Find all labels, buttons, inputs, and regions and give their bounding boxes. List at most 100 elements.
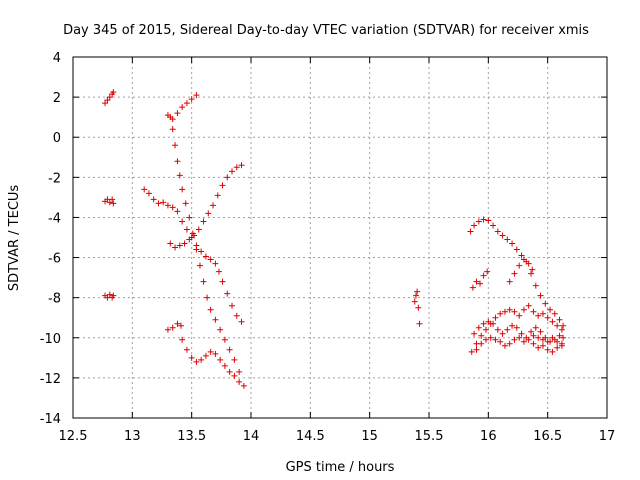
series-arc16 — [473, 334, 565, 355]
data-point — [212, 260, 219, 267]
data-point — [212, 316, 219, 323]
data-point — [556, 332, 563, 339]
data-point — [542, 300, 549, 307]
data-point — [535, 334, 542, 341]
data-point — [537, 292, 544, 299]
data-point — [179, 104, 186, 111]
data-point — [226, 346, 233, 353]
data-point — [193, 242, 200, 249]
data-point — [183, 346, 190, 353]
x-tick-label: 13.5 — [177, 429, 206, 444]
data-point — [236, 378, 243, 385]
data-point — [475, 218, 482, 225]
data-point — [141, 186, 148, 193]
data-point — [188, 354, 195, 361]
data-point — [485, 318, 492, 325]
data-point — [475, 324, 482, 331]
x-tick-label: 14 — [243, 429, 260, 444]
data-point — [205, 210, 212, 217]
y-tick-label: -6 — [48, 252, 61, 267]
data-point — [478, 340, 485, 347]
data-point — [186, 214, 193, 221]
data-point — [229, 302, 236, 309]
x-tick-label: 16 — [480, 429, 497, 444]
data-point — [528, 270, 535, 277]
data-point — [411, 298, 418, 305]
data-point — [529, 266, 536, 273]
data-point — [494, 326, 501, 333]
data-point — [164, 202, 171, 209]
data-point — [110, 89, 117, 96]
data-point — [480, 272, 487, 279]
x-tick-label: 17 — [599, 429, 616, 444]
data-point — [224, 290, 231, 297]
data-point — [221, 362, 228, 369]
data-point — [525, 260, 532, 267]
data-point — [238, 318, 245, 325]
data-point — [511, 308, 518, 315]
data-point — [169, 204, 176, 211]
y-tick-label: -4 — [48, 211, 61, 226]
data-point — [224, 174, 231, 181]
data-point — [160, 199, 167, 206]
data-point — [492, 314, 499, 321]
data-point — [186, 236, 193, 243]
data-point — [520, 306, 527, 313]
x-tick-label: 15 — [361, 429, 378, 444]
series-arc17 — [530, 332, 565, 349]
data-point — [179, 218, 186, 225]
data-point — [549, 318, 556, 325]
data-point — [191, 232, 198, 239]
data-point — [516, 262, 523, 269]
series-arc6 — [141, 186, 245, 325]
data-point — [504, 236, 511, 243]
data-point — [482, 326, 489, 333]
data-point — [549, 334, 556, 341]
series-arc14 — [468, 302, 565, 355]
data-point — [520, 256, 527, 263]
data-point — [167, 240, 174, 247]
data-point — [414, 288, 421, 295]
y-tick-label: -14 — [40, 412, 61, 427]
y-tick-label: 4 — [53, 51, 61, 66]
data-point — [179, 186, 186, 193]
data-point — [554, 344, 561, 351]
data-point — [497, 338, 504, 345]
data-point — [558, 342, 565, 349]
data-point — [544, 346, 551, 353]
data-point — [179, 336, 186, 343]
data-point — [509, 322, 516, 329]
data-point — [490, 222, 497, 229]
data-point — [477, 280, 484, 287]
data-point — [560, 334, 567, 341]
data-point — [196, 262, 203, 269]
data-point — [532, 324, 539, 331]
data-point — [214, 192, 221, 199]
data-point — [525, 336, 532, 343]
data-point — [183, 226, 190, 233]
data-point — [207, 348, 214, 355]
data-point — [212, 350, 219, 357]
series-arc13 — [506, 256, 536, 285]
data-point — [499, 232, 506, 239]
data-point — [530, 332, 537, 339]
data-point — [150, 196, 157, 203]
data-point — [530, 340, 537, 347]
data-point — [509, 240, 516, 247]
data-point — [238, 162, 245, 169]
data-point — [233, 164, 240, 171]
data-point — [535, 312, 542, 319]
series-arc1 — [102, 89, 117, 107]
data-point — [497, 310, 504, 317]
data-point — [513, 246, 520, 253]
data-point — [236, 368, 243, 375]
data-point — [551, 310, 558, 317]
data-point — [504, 326, 511, 333]
data-point — [468, 348, 475, 355]
data-point — [506, 306, 513, 313]
data-point — [210, 202, 217, 209]
y-tick-label: 0 — [53, 131, 61, 146]
data-point — [511, 336, 518, 343]
data-point — [202, 352, 209, 359]
series-arc7 — [167, 162, 245, 251]
